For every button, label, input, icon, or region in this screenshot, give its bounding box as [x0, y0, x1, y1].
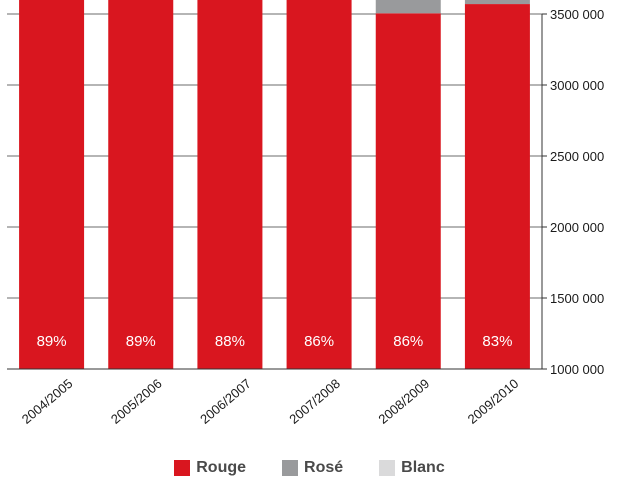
y-tick-label: 2500 000 [550, 149, 604, 164]
legend-label-blanc: Blanc [401, 459, 445, 476]
legend-swatch-rose [282, 460, 299, 476]
data-label: 89% [37, 333, 67, 350]
legend-swatch-blanc [379, 460, 396, 476]
legend: Rouge Rosé Blanc [0, 459, 619, 477]
bar-segment-rouge [108, 0, 174, 369]
legend-label-rouge: Rouge [196, 459, 247, 476]
y-tick-label: 3500 000 [550, 7, 604, 22]
legend-label-rose: Rosé [304, 459, 344, 476]
bar-segment-rose [464, 0, 530, 5]
data-label: 89% [126, 333, 156, 350]
data-label: 88% [215, 333, 245, 350]
bar-segment-rose [375, 0, 441, 14]
bar-segment-rouge [197, 0, 263, 369]
x-tick-label: 2006/2007 [197, 376, 254, 427]
y-tick-label: 1500 000 [550, 291, 604, 306]
bar-segment-rouge [464, 4, 530, 370]
stacked-bar-chart: 89%8%3%89%8%3%88%9%3%86%10%4%86%10%4%83%… [7, 0, 604, 427]
x-tick-label: 2004/2005 [19, 376, 76, 427]
x-axis-labels: 2004/2005 2005/2006 2006/2007 2007/2008 2008… [19, 376, 522, 427]
bar-segment-rouge [375, 13, 441, 369]
y-tick-label: 3000 000 [550, 78, 604, 93]
legend-item-rose: Rosé [282, 459, 343, 477]
data-label: 83% [482, 333, 512, 350]
bar-segment-rouge [286, 0, 352, 369]
y-axis: 1000 000 1500 000 2000 000 2500 000 3000 000… [7, 7, 604, 377]
gridlines [7, 13, 542, 370]
legend-swatch-rouge [174, 460, 191, 476]
bar-segment-rouge [19, 0, 85, 370]
legend-item-rouge: Rouge [174, 459, 246, 477]
legend-item-blanc: Blanc [379, 459, 445, 477]
x-tick-label: 2008/2009 [375, 376, 432, 427]
x-tick-label: 2009/2010 [465, 376, 522, 427]
bars: 89%8%3%89%8%3%88%9%3%86%10%4%86%10%4%83%… [19, 0, 530, 370]
x-tick-label: 2007/2008 [286, 376, 343, 427]
data-label: 86% [393, 333, 423, 350]
y-tick-label: 2000 000 [550, 220, 604, 235]
data-label: 86% [304, 333, 334, 350]
y-tick-label: 1000 000 [550, 362, 604, 377]
x-tick-label: 2005/2006 [108, 376, 165, 427]
